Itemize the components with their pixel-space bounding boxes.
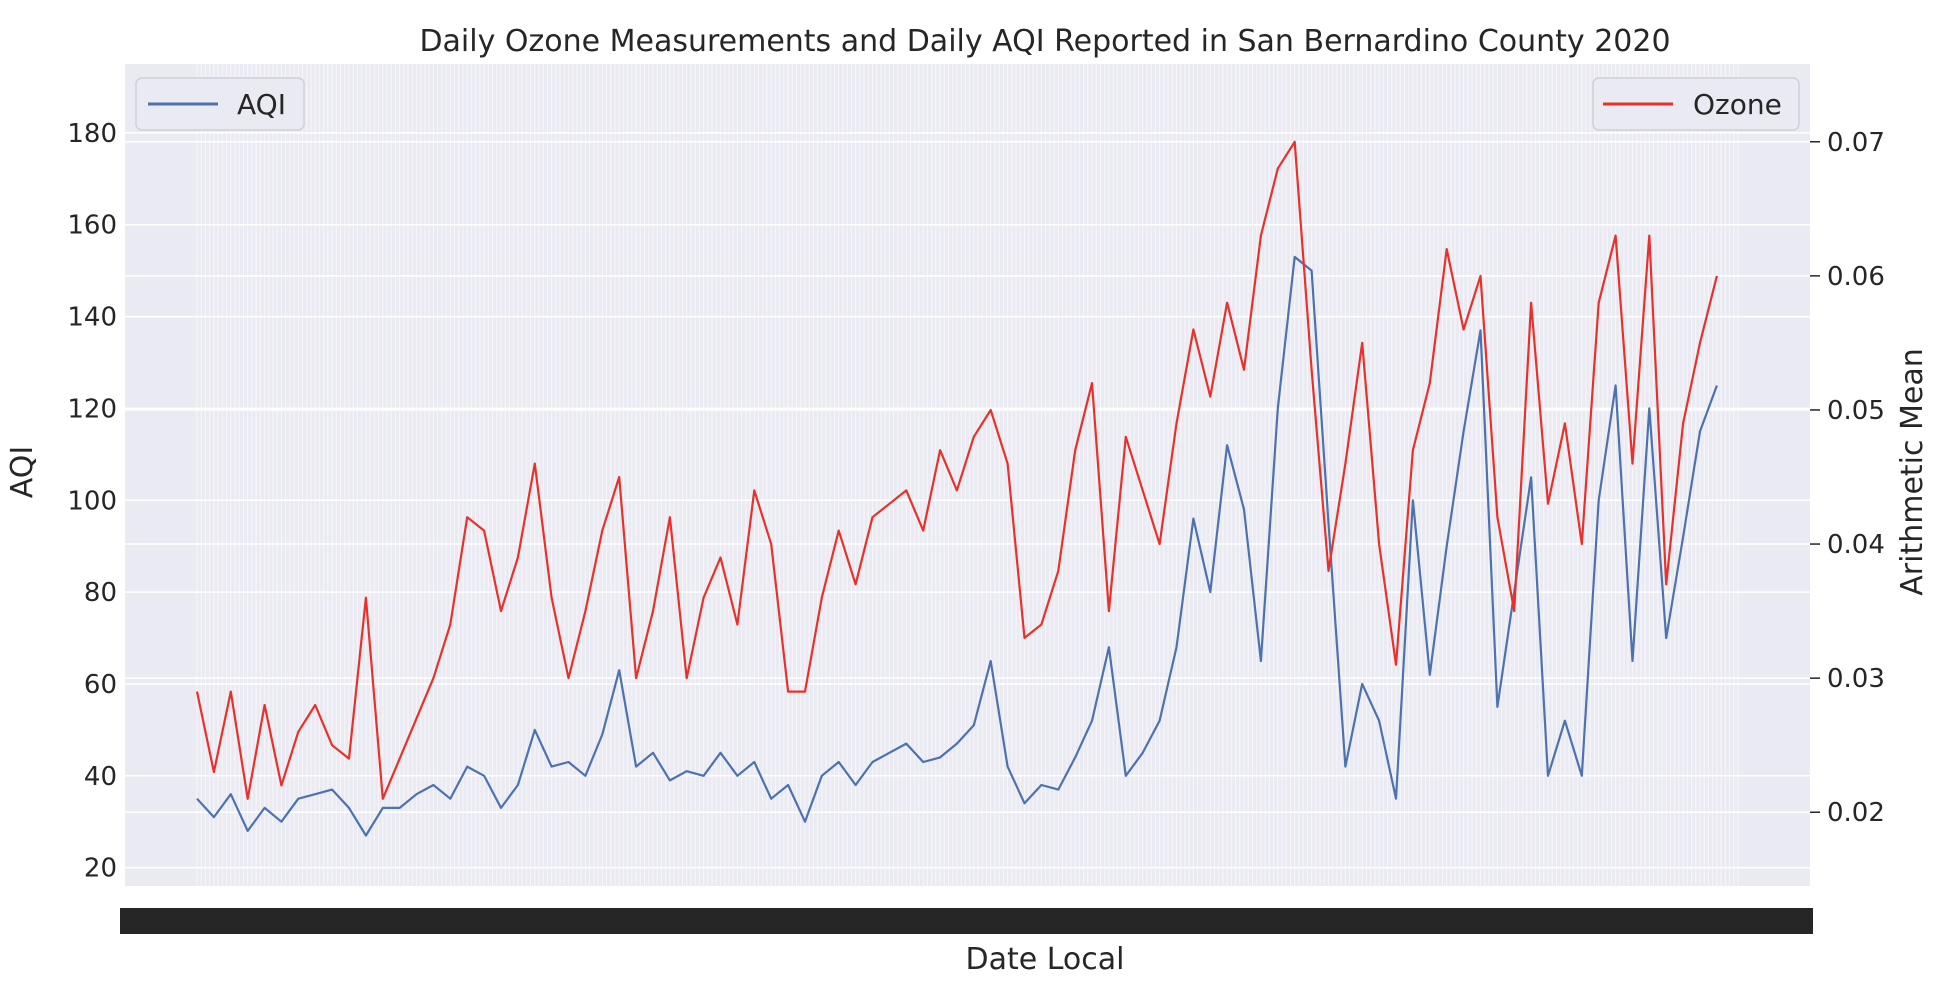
left-y-tick-label: 80 [84, 578, 117, 608]
plot-background [125, 64, 1810, 886]
left-y-tick-label: 160 [67, 211, 117, 241]
legend-aqi-label: AQI [237, 88, 286, 121]
legend-ozone: Ozone [1592, 77, 1800, 131]
chart-title: Daily Ozone Measurements and Daily AQI R… [419, 24, 1670, 59]
left-y-tick-label: 180 [67, 119, 117, 149]
left-y-tick-label: 40 [84, 762, 117, 792]
ozone-series-line [195, 140, 1718, 800]
grid-lines [125, 64, 1810, 886]
right-y-tick-label: 0.06 [1827, 262, 1885, 292]
aqi-series-line [196, 255, 1718, 837]
right-y-tick-label: 0.03 [1827, 664, 1885, 694]
right-y-tick-label: 0.07 [1827, 128, 1885, 158]
tick-labels: 20 40 60 80 100 120 140 160 180 0.02 0.03 0.04 0.05 0… [67, 119, 1885, 934]
x-axis-label: Date Local [966, 942, 1125, 977]
legend-aqi: AQI [135, 77, 305, 131]
right-y-tick-label: 0.05 [1827, 396, 1885, 426]
right-y-tick-label: 0.04 [1827, 530, 1885, 560]
left-y-tick-label: 60 [84, 670, 117, 700]
x-tick-labels-overlap [120, 908, 1813, 934]
right-y-axis-label: Arithmetic Mean [1895, 348, 1930, 596]
left-y-tick-label: 140 [67, 303, 117, 333]
series-lines [195, 140, 1718, 837]
legend-ozone-label: Ozone [1693, 88, 1782, 121]
left-y-tick-label: 20 [84, 854, 117, 884]
left-y-axis-label: AQI [5, 446, 40, 498]
left-y-tick-label: 120 [67, 394, 117, 424]
right-y-tick-label: 0.02 [1827, 798, 1885, 828]
left-y-tick-label: 100 [67, 486, 117, 516]
